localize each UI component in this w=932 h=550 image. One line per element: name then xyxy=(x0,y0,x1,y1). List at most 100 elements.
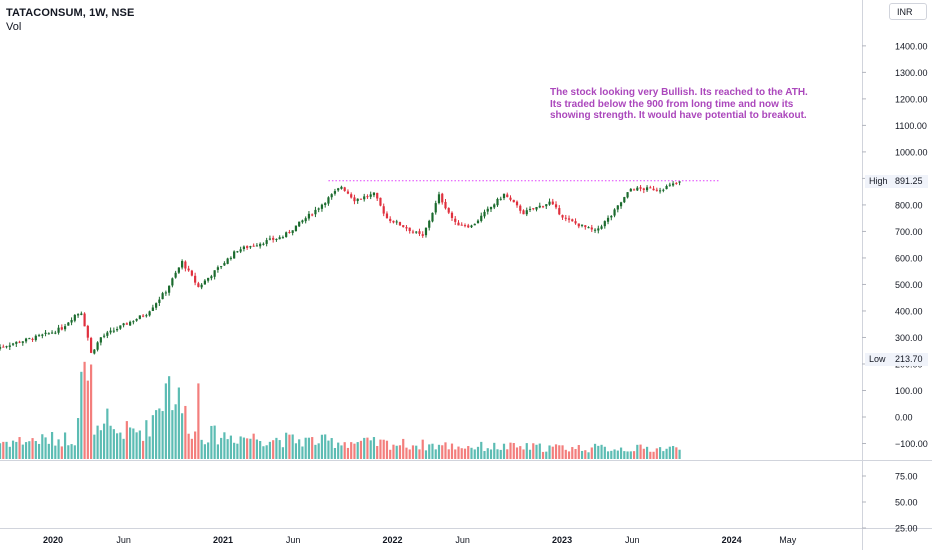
volume-bar xyxy=(177,387,180,459)
volume-bar xyxy=(246,438,249,459)
volume-bar xyxy=(369,440,372,459)
volume-bar xyxy=(389,449,392,459)
candle-body xyxy=(301,220,304,223)
candle-body xyxy=(382,206,385,214)
lower-tick-label: 50.00 xyxy=(895,498,918,508)
candle-body xyxy=(606,217,610,222)
price-tick-label: 700.00 xyxy=(895,227,923,237)
volume-bar xyxy=(473,449,476,459)
volume-bar xyxy=(76,418,80,459)
candle-body xyxy=(223,263,226,266)
volume-bar xyxy=(489,449,493,459)
candle-body xyxy=(89,338,93,353)
candle-body xyxy=(145,315,148,317)
candles xyxy=(0,181,681,355)
candle-body xyxy=(314,209,317,215)
volume-bar xyxy=(44,437,47,459)
candle-body xyxy=(574,221,577,224)
candle-body xyxy=(658,190,662,192)
candle-body xyxy=(181,261,184,268)
candle-body xyxy=(597,228,600,231)
volume-bar xyxy=(233,442,236,459)
volume-bar xyxy=(210,425,213,459)
candle-body xyxy=(616,205,619,210)
candle-body xyxy=(330,194,333,198)
volume-bar xyxy=(223,432,226,459)
candle-body xyxy=(421,234,424,236)
candle-body xyxy=(207,277,210,281)
volume-bars xyxy=(0,361,681,459)
candle-body xyxy=(346,191,350,194)
candle-body xyxy=(63,326,67,330)
candle-body xyxy=(551,201,554,205)
price-tick-label: 1300.00 xyxy=(895,68,928,78)
volume-bar xyxy=(356,442,359,459)
volume-label[interactable]: Vol xyxy=(6,21,22,33)
volume-bar xyxy=(655,448,658,459)
volume-bar xyxy=(151,415,154,459)
volume-bar xyxy=(34,441,37,459)
volume-bar xyxy=(483,451,486,459)
symbol-title[interactable]: TATACONSUM, 1W, NSE xyxy=(6,7,135,19)
high-tag-label: High xyxy=(865,175,892,188)
candle-body xyxy=(353,197,356,202)
volume-bar xyxy=(434,449,437,459)
volume-bar xyxy=(665,448,668,459)
volume-bar xyxy=(138,430,141,459)
volume-bar xyxy=(37,443,41,459)
candle-body xyxy=(0,347,2,349)
volume-bar xyxy=(571,447,574,459)
volume-bar xyxy=(41,434,44,459)
candle-body xyxy=(18,341,21,343)
candle-body xyxy=(249,246,252,248)
volume-bar xyxy=(639,444,642,459)
candle-body xyxy=(675,182,678,184)
candle-body xyxy=(203,280,206,285)
volume-bar xyxy=(554,444,558,459)
volume-bar xyxy=(285,432,288,459)
volume-bar xyxy=(54,445,57,459)
volume-bar xyxy=(181,413,184,459)
volume-bar xyxy=(304,437,307,459)
candle-body xyxy=(298,221,301,227)
candle-body xyxy=(655,189,658,191)
currency-button[interactable]: INR xyxy=(889,3,927,20)
volume-bar xyxy=(512,443,515,459)
candle-body xyxy=(408,227,411,231)
candle-body xyxy=(70,320,73,323)
volume-bar xyxy=(99,430,102,459)
candle-body xyxy=(184,261,187,269)
candle-body xyxy=(424,227,428,236)
candle-body xyxy=(99,337,102,343)
volume-bar xyxy=(281,447,285,459)
candle-body xyxy=(639,187,642,189)
volume-bar xyxy=(515,447,519,459)
candle-body xyxy=(155,303,158,308)
candle-body xyxy=(252,245,255,247)
volume-bar xyxy=(424,450,428,459)
volume-bar xyxy=(580,450,584,459)
candle-body xyxy=(102,335,106,337)
volume-bar xyxy=(275,437,278,459)
candle-body xyxy=(509,197,512,200)
candle-body xyxy=(37,335,41,337)
time-axis-label: Jun xyxy=(455,535,470,545)
volume-bar xyxy=(652,451,655,459)
volume-bar xyxy=(541,451,545,459)
candle-body xyxy=(554,204,558,208)
candle-body xyxy=(649,187,652,189)
candle-body xyxy=(278,237,281,240)
volume-bar xyxy=(561,445,564,459)
candle-body xyxy=(662,189,665,191)
volume-bar xyxy=(584,450,587,459)
volume-bar xyxy=(194,431,197,459)
price-tick-label: 100.00 xyxy=(895,386,923,396)
candle-body xyxy=(80,313,83,315)
candle-body xyxy=(142,315,145,317)
candle-body xyxy=(496,198,499,206)
annotation-text[interactable]: The stock looking very Bullish. Its reac… xyxy=(550,87,808,122)
volume-bar xyxy=(320,434,324,459)
candle-body xyxy=(255,245,259,247)
